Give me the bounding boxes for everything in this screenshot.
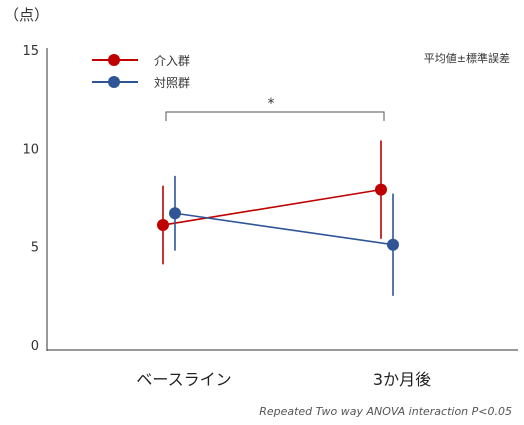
legend: 介入群 対照群 bbox=[92, 50, 232, 94]
anova-footnote: Repeated Two way ANOVA interaction P<0.0… bbox=[259, 405, 512, 418]
series-line bbox=[162, 188, 382, 226]
data-point bbox=[169, 207, 181, 220]
y-tick-labels: 0 5 10 15 bbox=[22, 44, 39, 354]
legend-item-intervention: 介入群 bbox=[92, 50, 232, 72]
x-category-label: 3か月後 bbox=[373, 370, 431, 389]
y-tick-label: 15 bbox=[22, 44, 39, 59]
y-tick-label: 5 bbox=[31, 241, 39, 256]
legend-marker-intervention bbox=[108, 54, 120, 66]
error-note: 平均値±標準誤差 bbox=[423, 52, 510, 65]
significance-bracket bbox=[165, 111, 385, 121]
significance-mark: * bbox=[268, 96, 275, 112]
x-category-label: ベースライン bbox=[136, 370, 231, 389]
series-line bbox=[174, 212, 394, 246]
y-tick-label: 0 bbox=[31, 339, 39, 354]
legend-item-control: 対照群 bbox=[92, 72, 232, 94]
y-unit-label: （点） bbox=[4, 6, 50, 24]
data-point bbox=[157, 219, 169, 232]
data-point bbox=[375, 183, 387, 196]
legend-label-control: 対照群 bbox=[154, 76, 191, 90]
legend-marker-control bbox=[108, 76, 120, 88]
y-tick-label: 10 bbox=[22, 142, 39, 157]
legend-label-intervention: 介入群 bbox=[154, 54, 191, 68]
data-point bbox=[387, 238, 399, 251]
x-category-labels: ベースライン 3か月後 bbox=[136, 370, 431, 389]
series-group bbox=[157, 140, 399, 296]
